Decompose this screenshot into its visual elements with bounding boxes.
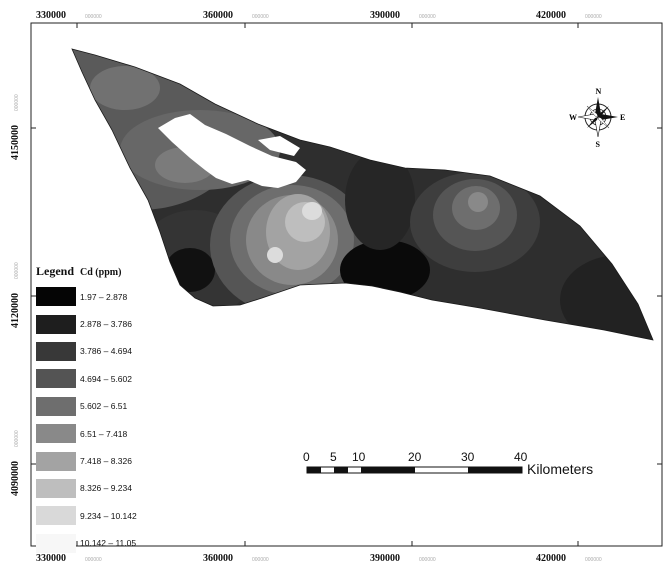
scale-tick-label: 0 bbox=[303, 450, 310, 464]
axis-label-suffix: 000000 bbox=[85, 14, 102, 20]
axis-label-suffix: 000000 bbox=[85, 557, 102, 563]
axis-label-bottom: 420000 bbox=[536, 553, 566, 564]
water-body-no-data bbox=[158, 114, 306, 188]
axis-label-suffix: 000000 bbox=[585, 14, 602, 20]
compass-south-label: S bbox=[596, 140, 601, 149]
legend-label: 3.786 – 4.694 bbox=[80, 346, 132, 357]
legend-item: 9.234 – 10.142 bbox=[36, 502, 166, 529]
axis-label-top: 420000 bbox=[536, 10, 566, 21]
legend-swatch bbox=[36, 396, 76, 416]
axis-label-left: 4090000 bbox=[10, 461, 21, 496]
legend-item: 8.326 – 9.234 bbox=[36, 475, 166, 502]
axis-label-left-group: 4150000 000000 bbox=[10, 94, 21, 160]
legend-label: 6.51 – 7.418 bbox=[80, 428, 128, 439]
legend-label: 4.694 – 5.602 bbox=[80, 373, 132, 384]
axis-label-left: 4150000 bbox=[10, 125, 21, 160]
legend-header: Legend Cd (ppm) bbox=[36, 264, 166, 279]
legend-label: 8.326 – 9.234 bbox=[80, 483, 132, 494]
axis-label-suffix: 000000 bbox=[419, 14, 436, 20]
legend-rows: 1.97 – 2.878 2.878 – 3.786 3.786 – 4.694 4.… bbox=[36, 283, 166, 557]
axis-label-top: 360000 bbox=[203, 10, 233, 21]
legend-label: 7.418 – 8.326 bbox=[80, 456, 132, 467]
legend-label: 2.878 – 3.786 bbox=[80, 319, 132, 330]
compass-west-label: W bbox=[569, 113, 577, 122]
legend-item: 3.786 – 4.694 bbox=[36, 338, 166, 365]
compass-east-label: E bbox=[620, 113, 625, 122]
axis-label-suffix: 000000 bbox=[14, 430, 20, 447]
legend-swatch bbox=[36, 533, 76, 553]
study-area-outline bbox=[71, 48, 654, 341]
compass-rose-icon: N S E W bbox=[569, 87, 625, 149]
legend-item: 1.97 – 2.878 bbox=[36, 283, 166, 310]
legend-unit: Cd (ppm) bbox=[80, 267, 122, 278]
scale-tick-label: 20 bbox=[408, 450, 422, 464]
legend-label: 1.97 – 2.878 bbox=[80, 291, 128, 302]
legend-label: 9.234 – 10.142 bbox=[80, 510, 137, 521]
legend-label: 5.602 – 6.51 bbox=[80, 401, 128, 412]
axis-label-suffix: 000000 bbox=[14, 94, 20, 111]
axis-label-left-group: 4120000 000000 bbox=[10, 262, 21, 328]
legend-swatch bbox=[36, 506, 76, 526]
legend-item: 6.51 – 7.418 bbox=[36, 420, 166, 447]
axis-label-left-group: 4090000 000000 bbox=[10, 430, 21, 496]
axis-label-bottom: 360000 bbox=[203, 553, 233, 564]
legend-swatch bbox=[36, 424, 76, 444]
axis-label-left: 4120000 bbox=[10, 293, 21, 328]
scale-tick-label: 40 bbox=[514, 450, 528, 464]
frame-ticks bbox=[31, 23, 662, 546]
axis-label-bottom: 390000 bbox=[370, 553, 400, 564]
legend-swatch bbox=[36, 341, 76, 361]
axis-label-bottom: 330000 bbox=[36, 553, 66, 564]
legend-swatch bbox=[36, 478, 76, 498]
axis-label-suffix: 000000 bbox=[252, 557, 269, 563]
map-frame bbox=[30, 22, 663, 547]
legend-item: 4.694 – 5.602 bbox=[36, 365, 166, 392]
axis-label-suffix: 000000 bbox=[419, 557, 436, 563]
legend-item: 7.418 – 8.326 bbox=[36, 447, 166, 474]
legend-item: 5.602 – 6.51 bbox=[36, 393, 166, 420]
axis-label-suffix: 000000 bbox=[252, 14, 269, 20]
axis-label-suffix: 000000 bbox=[14, 262, 20, 279]
legend-swatch bbox=[36, 314, 76, 334]
scale-bar: 0 5 10 20 30 40 Kilometers bbox=[303, 450, 593, 477]
legend-title: Legend bbox=[36, 264, 75, 278]
legend-swatch bbox=[36, 287, 76, 307]
scale-tick-label: 5 bbox=[330, 450, 337, 464]
legend: Legend Cd (ppm) 1.97 – 2.878 2.878 – 3.78… bbox=[36, 264, 166, 557]
legend-label: 10.142 – 11.05 bbox=[80, 538, 137, 549]
legend-swatch bbox=[36, 369, 76, 389]
axis-label-top: 330000 bbox=[36, 10, 66, 21]
axis-label-suffix: 000000 bbox=[585, 557, 602, 563]
axis-label-top: 390000 bbox=[370, 10, 400, 21]
scale-tick-label: 30 bbox=[461, 450, 475, 464]
legend-swatch bbox=[36, 451, 76, 471]
compass-north-label: N bbox=[596, 87, 602, 96]
scale-unit-label: Kilometers bbox=[527, 461, 593, 477]
legend-item: 2.878 – 3.786 bbox=[36, 310, 166, 337]
legend-item: 10.142 – 11.05 bbox=[36, 530, 166, 557]
scale-tick-label: 10 bbox=[352, 450, 366, 464]
